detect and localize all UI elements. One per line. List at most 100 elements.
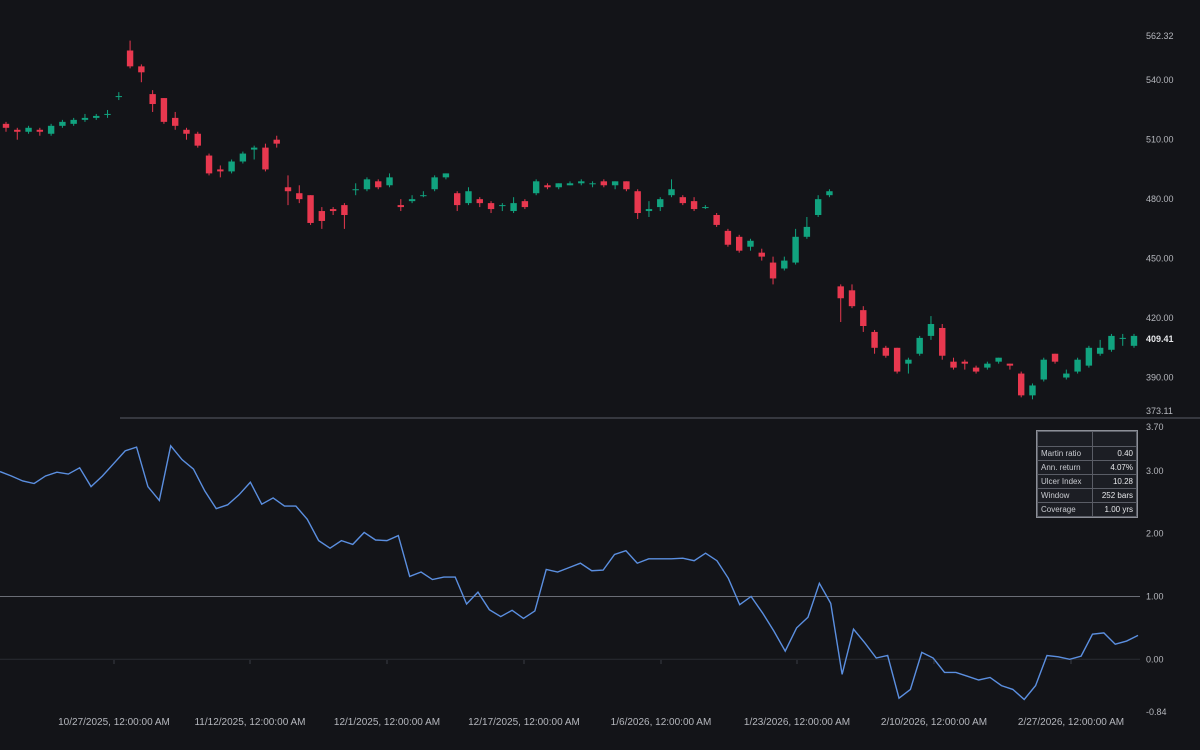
candle-body — [408, 199, 416, 202]
candle-body — [318, 211, 326, 221]
candle-body — [826, 191, 833, 196]
candle-body — [93, 115, 100, 118]
stats-value: 4.07% — [1091, 460, 1138, 475]
stats-row: Window 252 bars — [1037, 488, 1138, 503]
candle-body — [70, 119, 77, 124]
indicator-line — [0, 444, 1139, 701]
candle-body — [713, 215, 720, 225]
candle-body — [2, 123, 10, 128]
price-tick-label: 390.00 — [1146, 373, 1174, 383]
candle-body — [544, 185, 551, 188]
candle-body — [149, 94, 156, 105]
price-tick-label: 562.32 — [1146, 31, 1174, 41]
candle-body — [1119, 337, 1126, 339]
indicator-tick-label: -0.84 — [1146, 707, 1167, 717]
candle-body — [431, 177, 438, 190]
price-tick-label: 480.00 — [1146, 194, 1174, 204]
candle-body — [172, 117, 179, 126]
candle-body — [1085, 347, 1093, 366]
candle-body — [14, 129, 21, 132]
candle-body — [397, 205, 404, 208]
indicator-tick-label: 0.00 — [1146, 654, 1164, 664]
indicator-tick-label: 3.00 — [1146, 466, 1164, 476]
stats-value: 10.28 — [1091, 474, 1138, 489]
stats-table: Martin ratio 0.40 Ann. return 4.07% Ulcer … — [1037, 431, 1138, 517]
candle-body — [217, 169, 224, 172]
candle-body — [837, 286, 844, 299]
candle-body — [465, 191, 472, 204]
candle-body — [724, 230, 732, 245]
candle-body — [792, 236, 799, 263]
candle-body — [589, 183, 596, 185]
candle-body — [499, 205, 506, 207]
candle-body — [352, 189, 359, 191]
candle-body — [1006, 363, 1014, 366]
time-tick-label: 10/27/2025, 12:00:00 AM — [58, 717, 170, 728]
candle-body — [600, 181, 608, 186]
time-tick-label: 12/1/2025, 12:00:00 AM — [334, 717, 440, 728]
candle-body — [634, 191, 641, 214]
candle-body — [995, 357, 1002, 362]
candle-body — [690, 201, 698, 210]
candle-body — [871, 331, 878, 348]
candle-body — [961, 361, 968, 364]
stats-label: Martin ratio — [1037, 446, 1093, 461]
candle-body — [487, 203, 495, 210]
candle-body — [59, 121, 66, 126]
candle-body — [194, 133, 201, 146]
candle-body — [578, 181, 585, 184]
indicator-pane — [0, 444, 1140, 701]
candle-body — [532, 181, 540, 194]
candle-body — [747, 240, 754, 247]
candle-body — [1074, 359, 1081, 372]
candle-body — [566, 183, 574, 186]
candle-body — [984, 363, 991, 368]
candle-body — [814, 199, 822, 216]
candle-body — [1130, 335, 1138, 346]
time-tick-label: 12/17/2025, 12:00:00 AM — [468, 717, 580, 728]
candle-body — [329, 209, 337, 212]
candle-body — [476, 199, 483, 204]
indicator-tick-label: 1.00 — [1146, 591, 1164, 601]
candle-body — [239, 153, 247, 162]
time-tick-label: 2/10/2026, 12:00:00 AM — [881, 717, 987, 728]
stats-value: 1.00 yrs — [1091, 502, 1138, 517]
candle-body — [183, 129, 190, 134]
candle-body — [939, 327, 946, 356]
candle-body — [882, 347, 890, 356]
candle-body — [972, 367, 980, 372]
candle-body — [386, 177, 393, 186]
candle-body — [1040, 359, 1047, 380]
time-tick-label: 1/23/2026, 12:00:00 AM — [744, 717, 850, 728]
candle-body — [454, 193, 461, 206]
stats-label: Ulcer Index — [1037, 474, 1093, 489]
candle-body — [307, 195, 314, 223]
candle-body — [375, 181, 382, 188]
stats-header-row — [1037, 431, 1138, 447]
candle-body — [905, 359, 912, 364]
candle-body — [1029, 385, 1036, 396]
price-tick-label: 420.00 — [1146, 313, 1174, 323]
time-axis: 10/27/2025, 12:00:00 AM 11/12/2025, 12:00… — [58, 660, 1124, 728]
candle-body — [893, 347, 901, 372]
price-tick-label: 510.00 — [1146, 135, 1174, 145]
candle-body — [160, 98, 168, 122]
candle-body — [736, 236, 743, 251]
candle-body — [296, 193, 303, 200]
time-tick-label: 1/6/2026, 12:00:00 AM — [611, 717, 712, 728]
candle-body — [104, 113, 111, 115]
candle-body — [668, 189, 675, 196]
candle-body — [611, 181, 619, 186]
candle-body — [363, 179, 371, 190]
candle-body — [769, 262, 777, 279]
candle-body — [521, 201, 529, 208]
stats-panel: Martin ratio 0.40 Ann. return 4.07% Ulcer … — [1036, 430, 1138, 518]
candle-body — [555, 183, 562, 188]
candle-body — [510, 203, 517, 212]
price-axis: 562.32 540.00 510.00 480.00 450.00 420.00 390.… — [1146, 31, 1174, 416]
candle-body — [1096, 347, 1104, 354]
candle-body — [273, 139, 280, 144]
indicator-axis: 3.70 3.00 2.00 1.00 0.00 -0.84 — [1146, 422, 1167, 717]
stats-value: 252 bars — [1091, 488, 1138, 503]
